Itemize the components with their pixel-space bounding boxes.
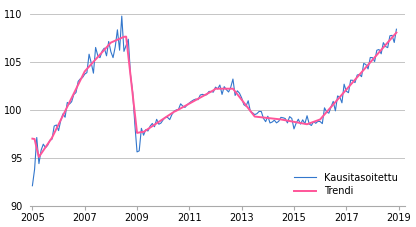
Trendi bbox=[239, 99, 244, 101]
Trendi bbox=[394, 31, 399, 34]
Trendi bbox=[137, 131, 142, 134]
Line: Trendi: Trendi bbox=[32, 33, 396, 157]
Kausitasoitettu bbox=[322, 106, 327, 109]
Trendi bbox=[37, 155, 42, 158]
Kausitasoitettu bbox=[239, 96, 244, 99]
Trendi bbox=[322, 113, 327, 116]
Kausitasoitettu bbox=[156, 123, 161, 126]
Kausitasoitettu bbox=[119, 15, 124, 17]
Kausitasoitettu bbox=[95, 54, 100, 57]
Kausitasoitettu bbox=[30, 184, 35, 187]
Kausitasoitettu bbox=[137, 150, 142, 152]
Trendi bbox=[30, 137, 35, 140]
Kausitasoitettu bbox=[394, 28, 399, 31]
Legend: Kausitasoitettu, Trendi: Kausitasoitettu, Trendi bbox=[291, 169, 401, 200]
Trendi bbox=[246, 107, 251, 110]
Kausitasoitettu bbox=[246, 99, 251, 102]
Line: Kausitasoitettu: Kausitasoitettu bbox=[32, 16, 396, 186]
Trendi bbox=[156, 121, 161, 123]
Trendi bbox=[97, 53, 102, 56]
